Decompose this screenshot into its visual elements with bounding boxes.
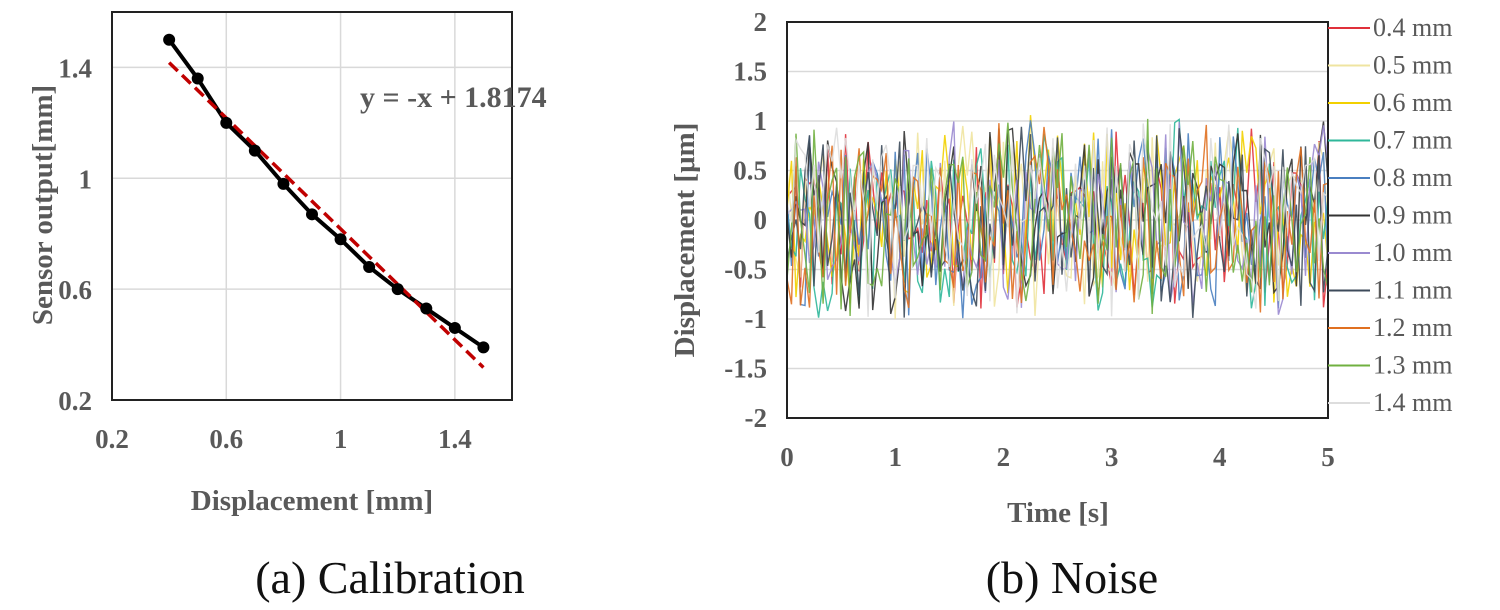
- noise-legend: 0.4 mm 0.5 mm 0.6 mm 0.7 mm 0.8 mm 0.9 mm 1.0 …: [1328, 13, 1452, 417]
- caption-b: (b) Noise: [986, 552, 1158, 603]
- sensor-output-point: [191, 72, 204, 85]
- calibration-y-axis-title: Sensor output[mm]: [27, 85, 59, 325]
- noise-plot-frame: [786, 21, 1329, 419]
- sensor-output-point: [334, 233, 347, 246]
- y-tick-label: -2: [745, 403, 768, 433]
- noise-y-axis-title: Displacement [μm]: [669, 123, 701, 358]
- x-tick-label: 1: [888, 442, 902, 472]
- legend-label: 0.8 mm: [1373, 163, 1452, 192]
- legend-label: 0.9 mm: [1373, 201, 1452, 230]
- x-tick-label: 3: [1105, 442, 1119, 472]
- x-tick-label: 0: [780, 442, 794, 472]
- y-tick-label: -0.5: [724, 255, 767, 285]
- noise-x-axis-title: Time [s]: [1007, 497, 1109, 529]
- legend-label: 0.6 mm: [1373, 88, 1452, 117]
- sensor-output-point: [277, 177, 290, 190]
- sensor-output-point: [363, 260, 376, 273]
- x-tick-label: 0.2: [95, 424, 129, 454]
- noise-series-line: [786, 121, 1329, 315]
- noise-series-line: [786, 115, 1329, 304]
- y-tick-label: 2: [754, 7, 768, 37]
- noise-series-line: [786, 118, 1329, 317]
- legend-label: 0.5 mm: [1373, 51, 1452, 80]
- calibration-plot-frame: [111, 11, 513, 401]
- legend-label: 1.0 mm: [1373, 238, 1452, 267]
- noise-series-line: [786, 125, 1329, 320]
- legend-label: 0.4 mm: [1373, 13, 1452, 42]
- sensor-output-point: [420, 302, 433, 315]
- noise-series-line: [786, 126, 1329, 318]
- y-tick-label: 0.6: [58, 275, 92, 305]
- x-tick-label: 2: [997, 442, 1011, 472]
- fit-equation: y = -x + 1.8174: [360, 81, 547, 114]
- y-tick-label: 1: [754, 106, 768, 136]
- sensor-output-point: [163, 33, 176, 46]
- sensor-output-point: [248, 144, 261, 157]
- calibration-grid: [111, 12, 512, 401]
- y-tick-label: -1: [745, 304, 768, 334]
- noise-series-line: [786, 123, 1329, 317]
- x-tick-label: 5: [1321, 442, 1335, 472]
- y-tick-label: 1.5: [733, 57, 767, 87]
- y-tick-label: 0.5: [733, 156, 767, 186]
- x-tick-label: 0.6: [209, 424, 243, 454]
- caption-a: (a) Calibration: [255, 552, 525, 603]
- y-tick-label: 1: [79, 164, 93, 194]
- y-tick-label: -1.5: [724, 354, 767, 384]
- legend-label: 1.1 mm: [1373, 276, 1452, 305]
- sensor-output-point: [306, 208, 318, 221]
- x-tick-label: 1.4: [438, 424, 472, 454]
- legend-label: 1.3 mm: [1373, 351, 1452, 380]
- y-tick-label: 0.2: [58, 386, 92, 416]
- calibration-chart: 0.2 0.6 1 1.4 0.2 0.6 1 1.4 y = -x + 1.8174 Dis…: [27, 11, 547, 603]
- legend-label: 1.4 mm: [1373, 388, 1452, 417]
- y-tick-label: 1.4: [58, 53, 92, 83]
- legend-label: 1.2 mm: [1373, 313, 1452, 342]
- noise-chart: 2 1.5 1 0.5 0 -0.5 -1 -1.5 -2 0 1 2 3 4 5 0.4 mm 0.5 mm…: [669, 7, 1452, 603]
- y-tick-label: 0: [754, 205, 768, 235]
- sensor-output-point: [477, 341, 490, 354]
- x-tick-label: 1: [334, 424, 348, 454]
- sensor-output-point: [448, 321, 461, 334]
- noise-series-line: [786, 123, 1329, 313]
- legend-label: 0.7 mm: [1373, 126, 1452, 155]
- calibration-x-axis-title: Displacement [mm]: [191, 485, 433, 517]
- x-tick-label: 4: [1213, 442, 1227, 472]
- sensor-output-point: [220, 116, 233, 129]
- linear-fit-line: [167, 61, 485, 369]
- sensor-output-point: [391, 283, 404, 296]
